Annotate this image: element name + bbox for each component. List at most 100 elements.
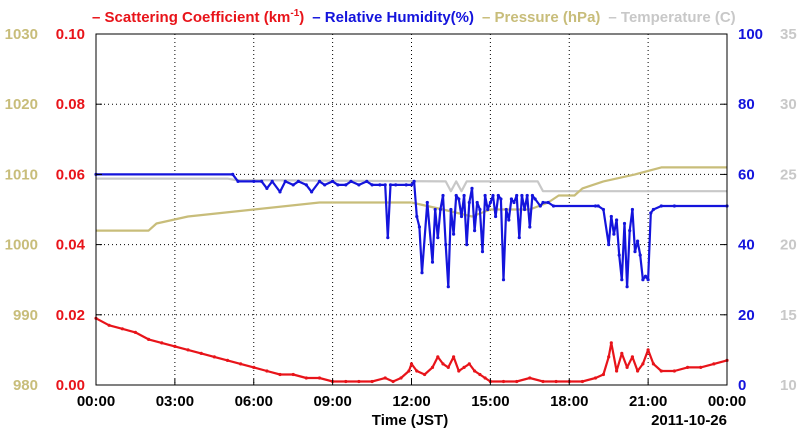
data-point-scattering-coefficient <box>620 351 624 355</box>
data-point-relative-humidity <box>317 179 322 183</box>
pressure-tick-label: 1030 <box>5 26 38 43</box>
data-point-relative-humidity <box>278 190 282 194</box>
data-point-scattering-coefficient <box>541 379 545 384</box>
data-point-scattering-coefficient <box>344 379 348 384</box>
x-tick-label: 03:00 <box>156 393 194 410</box>
data-point-relative-humidity <box>270 179 274 183</box>
data-point-relative-humidity <box>425 200 429 205</box>
data-point-relative-humidity <box>415 214 419 219</box>
data-point-scattering-coefficient <box>133 330 137 334</box>
data-point-relative-humidity <box>501 278 506 282</box>
legend-entry: – Temperature (C) <box>608 9 735 26</box>
chart-axes: 98099010001010102010300.000.020.040.060.… <box>5 26 797 410</box>
data-point-scattering-coefficient <box>630 355 635 359</box>
pressure-tick-label: 980 <box>13 377 38 394</box>
data-point-relative-humidity <box>622 221 627 226</box>
data-point-scattering-coefficient <box>462 365 466 369</box>
data-point-scattering-coefficient <box>383 376 387 380</box>
data-point-relative-humidity <box>236 179 240 183</box>
data-point-relative-humidity <box>323 183 327 187</box>
data-point-relative-humidity <box>499 197 503 201</box>
data-point-relative-humidity <box>541 200 545 205</box>
data-point-relative-humidity <box>496 193 500 198</box>
x-tick-label: 12:00 <box>392 393 430 410</box>
data-point-scattering-coefficient <box>186 348 190 352</box>
data-point-relative-humidity <box>509 197 513 201</box>
data-point-relative-humidity <box>336 183 340 187</box>
data-point-relative-humidity <box>470 186 474 190</box>
data-point-scattering-coefficient <box>699 365 703 369</box>
pressure-tick-label: 990 <box>13 307 38 324</box>
data-point-scattering-coefficient <box>409 362 414 366</box>
temperature-tick-label: 10 <box>780 377 797 394</box>
legend-entry: – Relative Humidity(%) <box>312 9 474 26</box>
data-point-relative-humidity <box>630 207 635 212</box>
data-point-scattering-coefficient <box>686 365 690 369</box>
data-point-relative-humidity <box>494 214 498 219</box>
x-tick-label: 18:00 <box>550 393 588 410</box>
temperature-tick-label: 20 <box>780 237 797 254</box>
data-point-relative-humidity <box>607 243 611 247</box>
data-point-relative-humidity <box>420 271 424 275</box>
data-point-scattering-coefficient <box>441 362 445 366</box>
data-point-scattering-coefficient <box>225 358 230 362</box>
humidity-tick-label: 20 <box>738 307 755 324</box>
data-point-scattering-coefficient <box>252 365 256 369</box>
data-point-relative-humidity <box>465 243 469 247</box>
series-line-pressure <box>96 166 727 232</box>
data-point-scattering-coefficient <box>265 369 269 373</box>
data-point-scattering-coefficient <box>515 379 519 384</box>
data-point-relative-humidity <box>449 207 453 212</box>
data-point-scattering-coefficient <box>609 341 613 345</box>
data-point-scattering-coefficient <box>317 376 322 380</box>
data-point-relative-humidity <box>446 285 450 289</box>
data-point-relative-humidity <box>433 207 437 212</box>
data-point-scattering-coefficient <box>107 323 111 327</box>
data-point-relative-humidity <box>265 186 269 190</box>
data-point-relative-humidity <box>467 200 471 205</box>
data-point-scattering-coefficient <box>423 372 427 377</box>
data-point-relative-humidity <box>659 204 663 208</box>
data-point-relative-humidity <box>528 225 532 229</box>
data-point-relative-humidity <box>523 207 527 212</box>
data-point-scattering-coefficient <box>478 372 482 377</box>
data-point-scattering-coefficient <box>160 341 164 345</box>
temperature-tick-label: 15 <box>780 307 797 324</box>
data-point-relative-humidity <box>615 218 619 222</box>
data-point-scattering-coefficient <box>672 369 677 373</box>
data-point-relative-humidity <box>349 179 353 183</box>
data-point-scattering-coefficient <box>430 365 435 369</box>
data-point-relative-humidity <box>617 253 621 257</box>
data-point-scattering-coefficient <box>291 372 295 377</box>
data-point-scattering-coefficient <box>467 362 471 366</box>
humidity-tick-label: 100 <box>738 26 763 43</box>
data-point-relative-humidity <box>436 236 440 240</box>
data-point-relative-humidity <box>331 179 335 183</box>
data-point-relative-humidity <box>546 200 550 205</box>
scattering-tick-label: 0.04 <box>56 237 86 254</box>
data-point-relative-humidity <box>525 193 529 198</box>
pressure-tick-label: 1020 <box>5 96 38 113</box>
data-point-relative-humidity <box>649 211 653 215</box>
temperature-tick-label: 30 <box>780 96 797 113</box>
data-point-relative-humidity <box>388 183 393 187</box>
data-point-scattering-coefficient <box>473 369 477 373</box>
temperature-tick-label: 35 <box>780 26 797 43</box>
data-point-relative-humidity <box>475 200 479 205</box>
data-point-scattering-coefficient <box>607 355 611 359</box>
data-point-relative-humidity <box>533 197 537 201</box>
data-point-relative-humidity <box>438 207 442 212</box>
pressure-tick-label: 1010 <box>5 166 38 183</box>
data-point-scattering-coefficient <box>357 379 361 384</box>
humidity-tick-label: 60 <box>738 166 755 183</box>
data-point-scattering-coefficient <box>407 369 411 373</box>
scattering-tick-label: 0.00 <box>56 377 85 394</box>
x-tick-label: 21:00 <box>629 393 667 410</box>
data-point-relative-humidity <box>636 239 640 243</box>
data-point-relative-humidity <box>538 204 542 208</box>
data-point-scattering-coefficient <box>199 351 203 355</box>
data-point-relative-humidity <box>551 204 556 208</box>
humidity-tick-label: 0 <box>738 377 746 394</box>
data-point-relative-humidity <box>609 214 613 219</box>
